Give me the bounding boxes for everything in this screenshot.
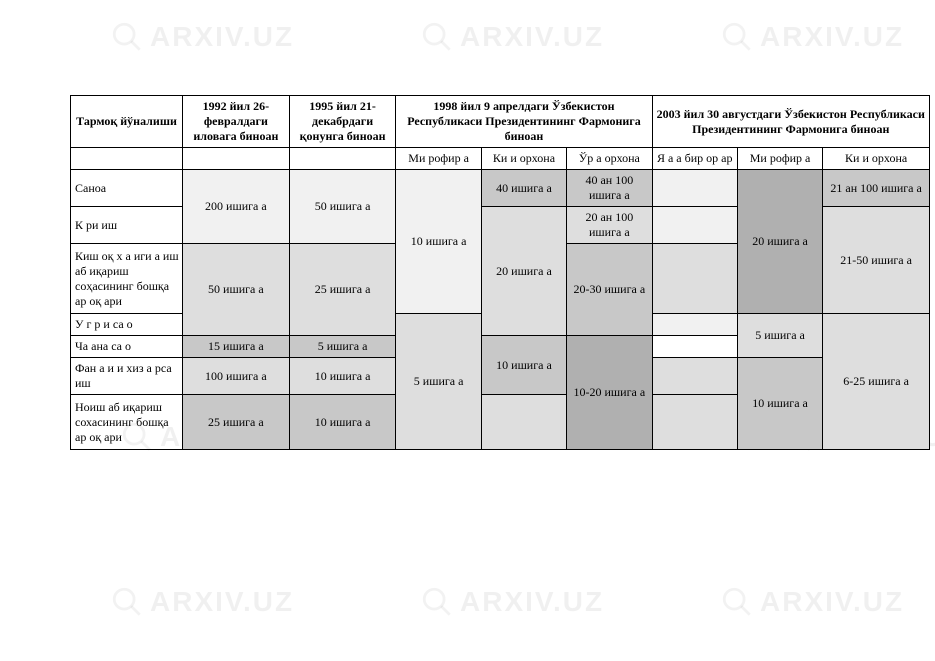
row3-label: Киш оқ х а иги а иш аб иқариш соҳасининг… (71, 244, 183, 314)
row4-label: У г р и са о (71, 314, 183, 336)
watermark: ARXIV.UZ (420, 585, 604, 619)
row1-label: Саноа (71, 170, 183, 207)
cell-50: 50 ишига а (289, 170, 396, 244)
cell-5-mid: 5 ишига а (396, 314, 481, 450)
header-col4: 1998 йил 9 апрелдаги Ўзбекистон Республи… (396, 96, 652, 148)
cell-blank-r5c7 (652, 336, 737, 358)
cell-10-mid2: 10 ишига а (481, 336, 566, 395)
cell-blank-r7c5 (481, 395, 566, 450)
row5-label: Ча ана са о (71, 336, 183, 358)
sub-blank3 (289, 148, 396, 170)
header-col3: 1995 йил 21-декабрдаги қонунга биноан (289, 96, 396, 148)
header-col2: 1992 йил 26-февралдаги иловага биноан (183, 96, 290, 148)
cell-25-2: 25 ишига а (183, 395, 290, 450)
row6-label: Фан а и и хиз а рса иш (71, 358, 183, 395)
cell-200: 200 ишига а (183, 170, 290, 244)
cell-blank-r7c7 (652, 395, 737, 450)
sub-ur-a-orxona: Ўр а орхона (567, 148, 652, 170)
cell-blank-r1c7 (652, 170, 737, 207)
cell-21-50: 21-50 ишига а (823, 207, 930, 314)
sub-ki-i-orxona2: Ки и орхона (823, 148, 930, 170)
sub-blank2 (183, 148, 290, 170)
sub-ya-a-a: Я а а бир ор ар (652, 148, 737, 170)
row2-label: К ри иш (71, 207, 183, 244)
sub-mi-rofira2: Ми рофир а (737, 148, 822, 170)
cell-6-25: 6-25 ишига а (823, 314, 930, 450)
cell-100: 100 ишига а (183, 358, 290, 395)
cell-5-right: 5 ишига а (737, 314, 822, 358)
watermark: ARXIV.UZ (720, 20, 904, 54)
sub-blank1 (71, 148, 183, 170)
cell-10-2: 10 ишига а (289, 358, 396, 395)
cell-blank-r4c7 (652, 314, 737, 336)
cell-20an100: 20 ан 100 ишига а (567, 207, 652, 244)
cell-blank-r3c7 (652, 244, 737, 314)
cell-10-right: 10 ишига а (737, 358, 822, 450)
cell-blank-r6c7 (652, 358, 737, 395)
cell-15: 15 ишига а (183, 336, 290, 358)
cell-10-20: 10-20 ишига а (567, 336, 652, 450)
cell-10-3: 10 ишига а (289, 395, 396, 450)
cell-40an100: 40 ан 100 ишига а (567, 170, 652, 207)
watermark: ARXIV.UZ (110, 20, 294, 54)
cell-10-ishiga-a: 10 ишига а (396, 170, 481, 314)
row7-label: Ноиш аб иқариш сохасининг бошқа ар оқ ар… (71, 395, 183, 450)
watermark: ARXIV.UZ (420, 20, 604, 54)
watermark: ARXIV.UZ (720, 585, 904, 619)
sub-ki-i-orxona: Ки и орхона (481, 148, 566, 170)
header-col5: 2003 йил 30 августдаги Ўзбекистон Респуб… (652, 96, 929, 148)
cell-20-mid: 20 ишига а (481, 207, 566, 336)
cell-20-right: 20 ишига а (737, 170, 822, 314)
watermark: ARXIV.UZ (110, 585, 294, 619)
cell-25: 25 ишига а (289, 244, 396, 336)
header-col1: Тармоқ йўналиши (71, 96, 183, 148)
sub-mi-rofira: Ми рофир а (396, 148, 481, 170)
cell-21an100: 21 ан 100 ишига а (823, 170, 930, 207)
cell-20-30: 20-30 ишига а (567, 244, 652, 336)
regulation-table: Тармоқ йўналиши 1992 йил 26-февралдаги и… (70, 95, 930, 450)
cell-5-2: 5 ишига а (289, 336, 396, 358)
cell-40: 40 ишига а (481, 170, 566, 207)
cell-50-2: 50 ишига а (183, 244, 290, 336)
cell-blank-r2c7 (652, 207, 737, 244)
